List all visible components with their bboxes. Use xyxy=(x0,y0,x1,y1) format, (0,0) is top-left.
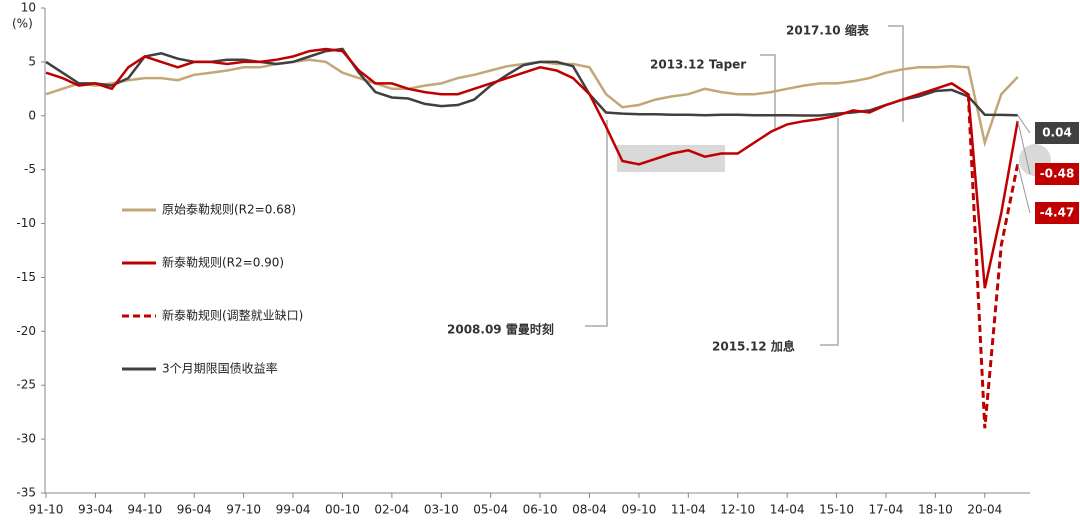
legend-label: 3个月期限国债收益率 xyxy=(162,361,278,376)
end-label-box xyxy=(1035,163,1079,185)
end-label-box xyxy=(1035,202,1079,224)
x-tick-label: 93-04 xyxy=(78,503,113,517)
x-tick-label: 14-04 xyxy=(770,503,805,517)
highlight-box xyxy=(617,145,725,172)
x-tick-label: 15-10 xyxy=(819,503,854,517)
y-tick-label: -35 xyxy=(16,486,36,500)
annotation: 2008.09 雷曼时刻 xyxy=(447,322,554,337)
x-tick-label: 91-10 xyxy=(29,503,64,517)
x-tick-label: 94-10 xyxy=(127,503,162,517)
y-tick-label: -20 xyxy=(16,324,36,338)
y-tick-label: 10 xyxy=(21,1,36,15)
x-tick-label: 02-04 xyxy=(374,503,409,517)
x-tick-label: 12-10 xyxy=(720,503,755,517)
x-tick-label: 06-10 xyxy=(523,503,558,517)
y-tick-label: -15 xyxy=(16,270,36,284)
annotation-line xyxy=(820,118,839,346)
x-tick-label: 18-10 xyxy=(918,503,953,517)
y-tick-label: -5 xyxy=(24,162,36,176)
y-tick-label: 5 xyxy=(28,54,36,68)
y-tick-label: -25 xyxy=(16,378,36,392)
x-tick-label: 99-04 xyxy=(276,503,311,517)
annotation-line xyxy=(585,120,608,327)
series-line xyxy=(45,47,1018,117)
series-line xyxy=(45,47,1019,289)
y-unit: (%) xyxy=(12,17,33,31)
annotation: 2013.12 Taper xyxy=(650,58,746,72)
x-tick-label: 20-04 xyxy=(967,503,1002,517)
x-tick-label: 08-04 xyxy=(572,503,607,517)
x-tick-label: 96-04 xyxy=(177,503,212,517)
annotation-line xyxy=(760,54,776,130)
end-label: 0.04 xyxy=(1042,126,1072,140)
legend-label: 新泰勒规则(调整就业缺口) xyxy=(162,308,303,323)
legend-label: 原始泰勒规则(R2=0.68) xyxy=(162,202,296,217)
x-tick-label: 03-10 xyxy=(424,503,459,517)
leader-line xyxy=(1017,115,1031,134)
annotation-line xyxy=(888,25,904,122)
series-line xyxy=(966,94,1020,429)
legend-label: 新泰勒规则(R2=0.90) xyxy=(162,255,284,270)
y-tick-label: 0 xyxy=(28,108,36,122)
y-tick-label: -30 xyxy=(16,432,36,446)
leader-line xyxy=(1017,120,1031,175)
annotation: 2017.10 缩表 xyxy=(786,23,870,38)
annotation: 2015.12 加息 xyxy=(712,339,795,354)
end-label: -4.47 xyxy=(1040,206,1075,220)
x-tick-label: 17-04 xyxy=(869,503,904,517)
end-label: -0.48 xyxy=(1040,167,1075,181)
x-tick-label: 05-04 xyxy=(473,503,508,517)
end-label-box xyxy=(1035,122,1079,144)
leader-line xyxy=(1017,163,1031,214)
x-tick-label: 11-04 xyxy=(671,503,706,517)
series-line xyxy=(45,58,1019,148)
x-tick-label: 97-10 xyxy=(226,503,261,517)
x-tick-label: 09-10 xyxy=(621,503,656,517)
y-tick-label: -10 xyxy=(16,216,36,230)
x-tick-label: 00-10 xyxy=(325,503,360,517)
